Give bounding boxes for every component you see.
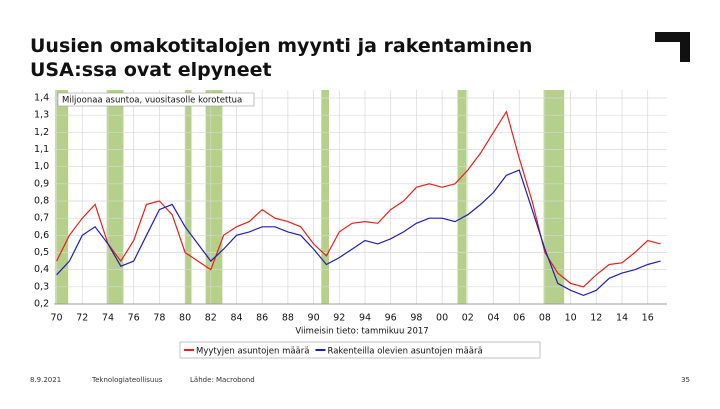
x-tick-label: 10	[565, 313, 577, 324]
title-line: USA:ssa ovat elpyneet	[30, 59, 272, 81]
slide-title: Uusien omakotitalojen myynti ja rakentam…	[30, 35, 532, 81]
chart-subtitle: Miljoonaa asuntoa, vuositasolle korotett…	[62, 96, 242, 106]
x-tick-label: 16	[642, 313, 654, 324]
footer-date: 8.9.2021	[30, 376, 61, 384]
y-tick-label: 0,2	[34, 299, 49, 310]
x-tick-label: 02	[462, 313, 474, 324]
y-tick-label: 0,3	[34, 281, 49, 292]
x-tick-label: 86	[256, 313, 268, 324]
y-tick-label: 0,5	[34, 247, 49, 258]
page-number: 35	[681, 376, 690, 384]
x-tick-label: 98	[410, 313, 422, 324]
y-tick-label: 0,6	[34, 230, 49, 241]
footer-organization: Teknologiateollisuus	[91, 376, 163, 384]
data-line	[56, 110, 661, 288]
annotation: Viimeisin tieto: tammikuu 2017	[295, 327, 428, 337]
x-tick-label: 78	[153, 313, 165, 324]
x-tick-label: 80	[179, 313, 191, 324]
legend-label: Myytyjen asuntojen määrä	[196, 347, 309, 357]
x-tick-label: 12	[590, 313, 602, 324]
y-tick-label: 0,9	[34, 178, 49, 189]
plot-area	[54, 90, 667, 304]
y-tick-label: 1,3	[34, 110, 49, 121]
data-line	[56, 169, 661, 297]
x-tick-label: 72	[76, 313, 88, 324]
x-tick-label: 14	[616, 313, 628, 324]
x-tick-label: 96	[385, 313, 397, 324]
x-tick-label: 00	[436, 313, 448, 324]
y-tick-label: 0,4	[34, 264, 49, 275]
y-tick-label: 0,8	[34, 196, 49, 207]
chart: 0,2 0,3 0,4 0,5 0,6 0,7 0,8 0,9 1,0 1,1 1,2 1,3 1,4 7…	[34, 90, 667, 359]
recession-band	[205, 90, 223, 304]
x-tick-label: 06	[513, 313, 525, 324]
logo	[655, 32, 690, 62]
x-tick-label: 70	[51, 313, 63, 324]
recession-band	[106, 90, 124, 304]
recession-band	[543, 90, 565, 304]
recession-band	[457, 90, 467, 304]
recession-band	[185, 90, 192, 304]
footer-source: Lähde: Macrobond	[190, 376, 255, 384]
subtitle-box	[57, 92, 255, 107]
x-tick-label: 74	[102, 313, 114, 324]
y-tick-label: 1,2	[34, 127, 49, 138]
title-line: Uusien omakotitalojen myynti ja rakentam…	[30, 35, 532, 57]
x-tick-label: 90	[308, 313, 320, 324]
x-tick-label: 04	[487, 313, 499, 324]
y-tick-label: 1,1	[34, 144, 49, 155]
y-tick-label: 1,0	[34, 161, 49, 172]
x-tick-label: 88	[282, 313, 294, 324]
x-tick-label: 08	[539, 313, 551, 324]
y-tick-label: 0,7	[34, 213, 49, 224]
x-tick-label: 76	[128, 313, 140, 324]
x-tick-label: 84	[230, 313, 242, 324]
legend-label: Rakenteilla olevien asuntojen määrä	[327, 347, 482, 357]
x-tick-label: 82	[205, 313, 217, 324]
x-tick-label: 92	[333, 313, 345, 324]
x-tick-label: 94	[359, 313, 371, 324]
y-tick-label: 1,4	[34, 93, 49, 104]
recession-band	[55, 90, 69, 304]
recession-band	[321, 90, 330, 304]
legend-box	[179, 341, 541, 359]
